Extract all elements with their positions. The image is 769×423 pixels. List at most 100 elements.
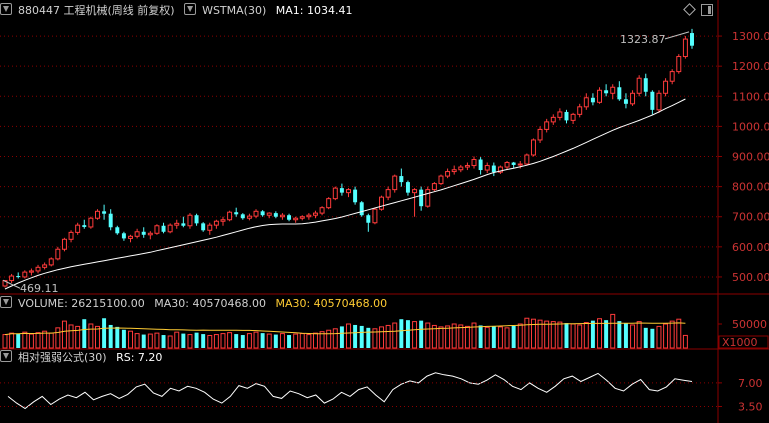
candle-body-up — [676, 56, 682, 73]
volume-bar-up — [35, 332, 41, 349]
volume-bar-up — [412, 321, 418, 349]
candle-body-down — [234, 212, 239, 215]
volume-bar-up — [187, 334, 193, 349]
volume-bar-up — [293, 333, 299, 349]
volume-menu-toggle[interactable] — [0, 296, 12, 308]
rs-menu-toggle[interactable] — [0, 350, 12, 362]
candle-body-up — [372, 208, 378, 224]
ma-value: MA1: 1034.41 — [275, 4, 353, 17]
price-tick-label: 1300.00 — [732, 30, 769, 43]
candle-body-up — [517, 163, 523, 166]
candle-body-down — [405, 182, 410, 193]
candle-body-up — [484, 165, 490, 171]
volume-bar-up — [583, 322, 589, 349]
candle-body-up — [392, 175, 398, 191]
candle-body-down — [181, 223, 186, 226]
candle-body-down — [604, 90, 609, 94]
rs-tick-label: 7.00 — [738, 377, 763, 390]
volume-bar-up — [550, 321, 556, 349]
candle-body-up — [445, 171, 451, 177]
candle-body-up — [577, 106, 583, 115]
candle-body-up — [134, 231, 140, 237]
volume-bar-down — [16, 333, 21, 348]
candle-body-up — [2, 280, 8, 287]
candle-body-up — [379, 196, 385, 210]
candle-body-down — [82, 225, 87, 227]
volume-bar-up — [75, 325, 81, 349]
volume-bar-up — [174, 331, 180, 349]
ma-line — [4, 98, 686, 290]
volume-bar-down — [273, 334, 278, 348]
volume-bar-up — [154, 332, 160, 349]
candle-body-down — [366, 215, 371, 223]
candle-body-up — [61, 238, 67, 250]
candle-body-up — [9, 275, 15, 282]
volume-bar-up — [517, 323, 523, 349]
volume-bar-down — [161, 335, 166, 348]
candle-body-down — [339, 188, 344, 193]
volume-bar-down — [399, 319, 404, 348]
volume-bar-up — [656, 325, 662, 349]
candle-body-up — [220, 219, 226, 222]
volume-bar-up — [392, 322, 398, 349]
candle-body-up — [88, 217, 94, 228]
candle-body-up — [550, 116, 556, 123]
candle-body-down — [359, 202, 364, 216]
volume-bar-down — [590, 320, 595, 348]
candle-body-up — [28, 270, 34, 273]
candle-body-up — [524, 154, 530, 165]
volume-bar-down — [108, 324, 113, 348]
volume-unit-box — [718, 335, 769, 349]
volume-bar-up — [497, 326, 503, 349]
volume-bar-up — [207, 335, 213, 349]
candle-body-down — [273, 213, 278, 217]
volume-bar-down — [194, 332, 199, 348]
candle-body-up — [425, 189, 431, 207]
indicator-name[interactable]: WSTMA(30) — [202, 4, 267, 17]
price-tick-label: 1000.00 — [732, 120, 769, 133]
candle-body-down — [121, 233, 126, 239]
volume-bar-up — [28, 333, 34, 349]
volume-bar-down — [287, 335, 292, 348]
candle-body-up — [306, 214, 312, 218]
candle-body-up — [346, 189, 351, 194]
candle-body-down — [194, 215, 199, 224]
volume-bar-down — [564, 323, 569, 348]
volume-bar-up — [253, 331, 259, 349]
panel-menu-toggle[interactable] — [0, 3, 12, 15]
candle-body-down — [690, 33, 694, 46]
candle-body-down — [141, 231, 146, 235]
volume-bar-up — [2, 334, 8, 349]
volume-panel-header: VOLUME: 26215100.00 MA30: 40570468.00 MA… — [0, 296, 393, 310]
candle-body-up — [610, 86, 616, 94]
candle-body-up — [656, 92, 662, 111]
price-tick-label: 1100.00 — [732, 90, 769, 103]
volume-bar-down — [366, 327, 371, 348]
volume-bar-down — [643, 327, 648, 348]
maximize-panel-icon[interactable] — [701, 4, 713, 16]
candle-body-down — [511, 162, 516, 165]
candle-body-up — [471, 159, 477, 167]
volume-bar-down — [141, 334, 146, 348]
indicator-menu-toggle[interactable] — [184, 3, 197, 15]
candle-body-down — [102, 211, 107, 214]
candle-body-down — [650, 91, 655, 110]
rs-indicator-name: 相对强弱公式(30) — [18, 351, 107, 364]
price-tick-label: 500.00 — [732, 271, 769, 284]
volume-bar-up — [42, 330, 48, 349]
candle-body-up — [174, 222, 180, 226]
price-tick-label: 900.00 — [732, 151, 769, 164]
candle-body-down — [643, 78, 648, 92]
volume-bar-up — [577, 324, 583, 349]
volume-bar-up — [610, 313, 616, 349]
volume-bar-up — [213, 334, 219, 349]
volume-bar-up — [319, 331, 325, 349]
volume-bar-up — [537, 319, 543, 349]
candle-body-up — [431, 183, 437, 191]
candle-body-up — [438, 175, 444, 185]
volume-bar-up — [167, 335, 173, 349]
volume-bar-up — [570, 323, 576, 349]
candle-body-up — [227, 211, 233, 221]
volume-bar-up — [326, 329, 332, 349]
